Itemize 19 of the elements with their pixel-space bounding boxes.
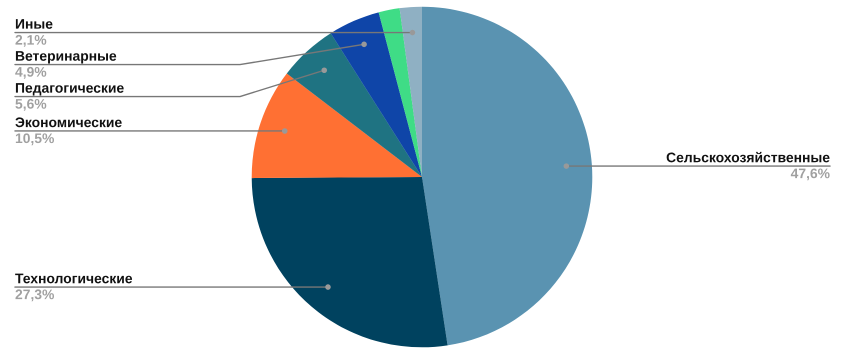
slice-label: Педагогические <box>16 83 124 96</box>
slice-label: Ветеринарные <box>16 51 116 64</box>
data-label: 10,5% <box>16 133 54 146</box>
slice-label: Сельскохозяйственные <box>666 152 830 162</box>
slice-label: Технологические <box>15 274 132 284</box>
pie-slice <box>400 6 422 177</box>
pie-slice <box>286 33 422 177</box>
pie-slice <box>252 73 422 178</box>
slice-label: Иные <box>16 19 52 29</box>
pie-slice <box>422 6 592 346</box>
slice-label: Экономические <box>15 117 122 128</box>
data-label: 5,6% <box>15 98 46 111</box>
pie-slice <box>378 8 422 177</box>
pie-slice <box>252 177 448 348</box>
pie-slice <box>330 12 422 177</box>
data-label: 2,1% <box>15 34 46 47</box>
data-label: 27,3% <box>15 289 54 302</box>
data-label: 4,9% <box>15 66 46 79</box>
data-label: 47,6% <box>790 168 830 180</box>
